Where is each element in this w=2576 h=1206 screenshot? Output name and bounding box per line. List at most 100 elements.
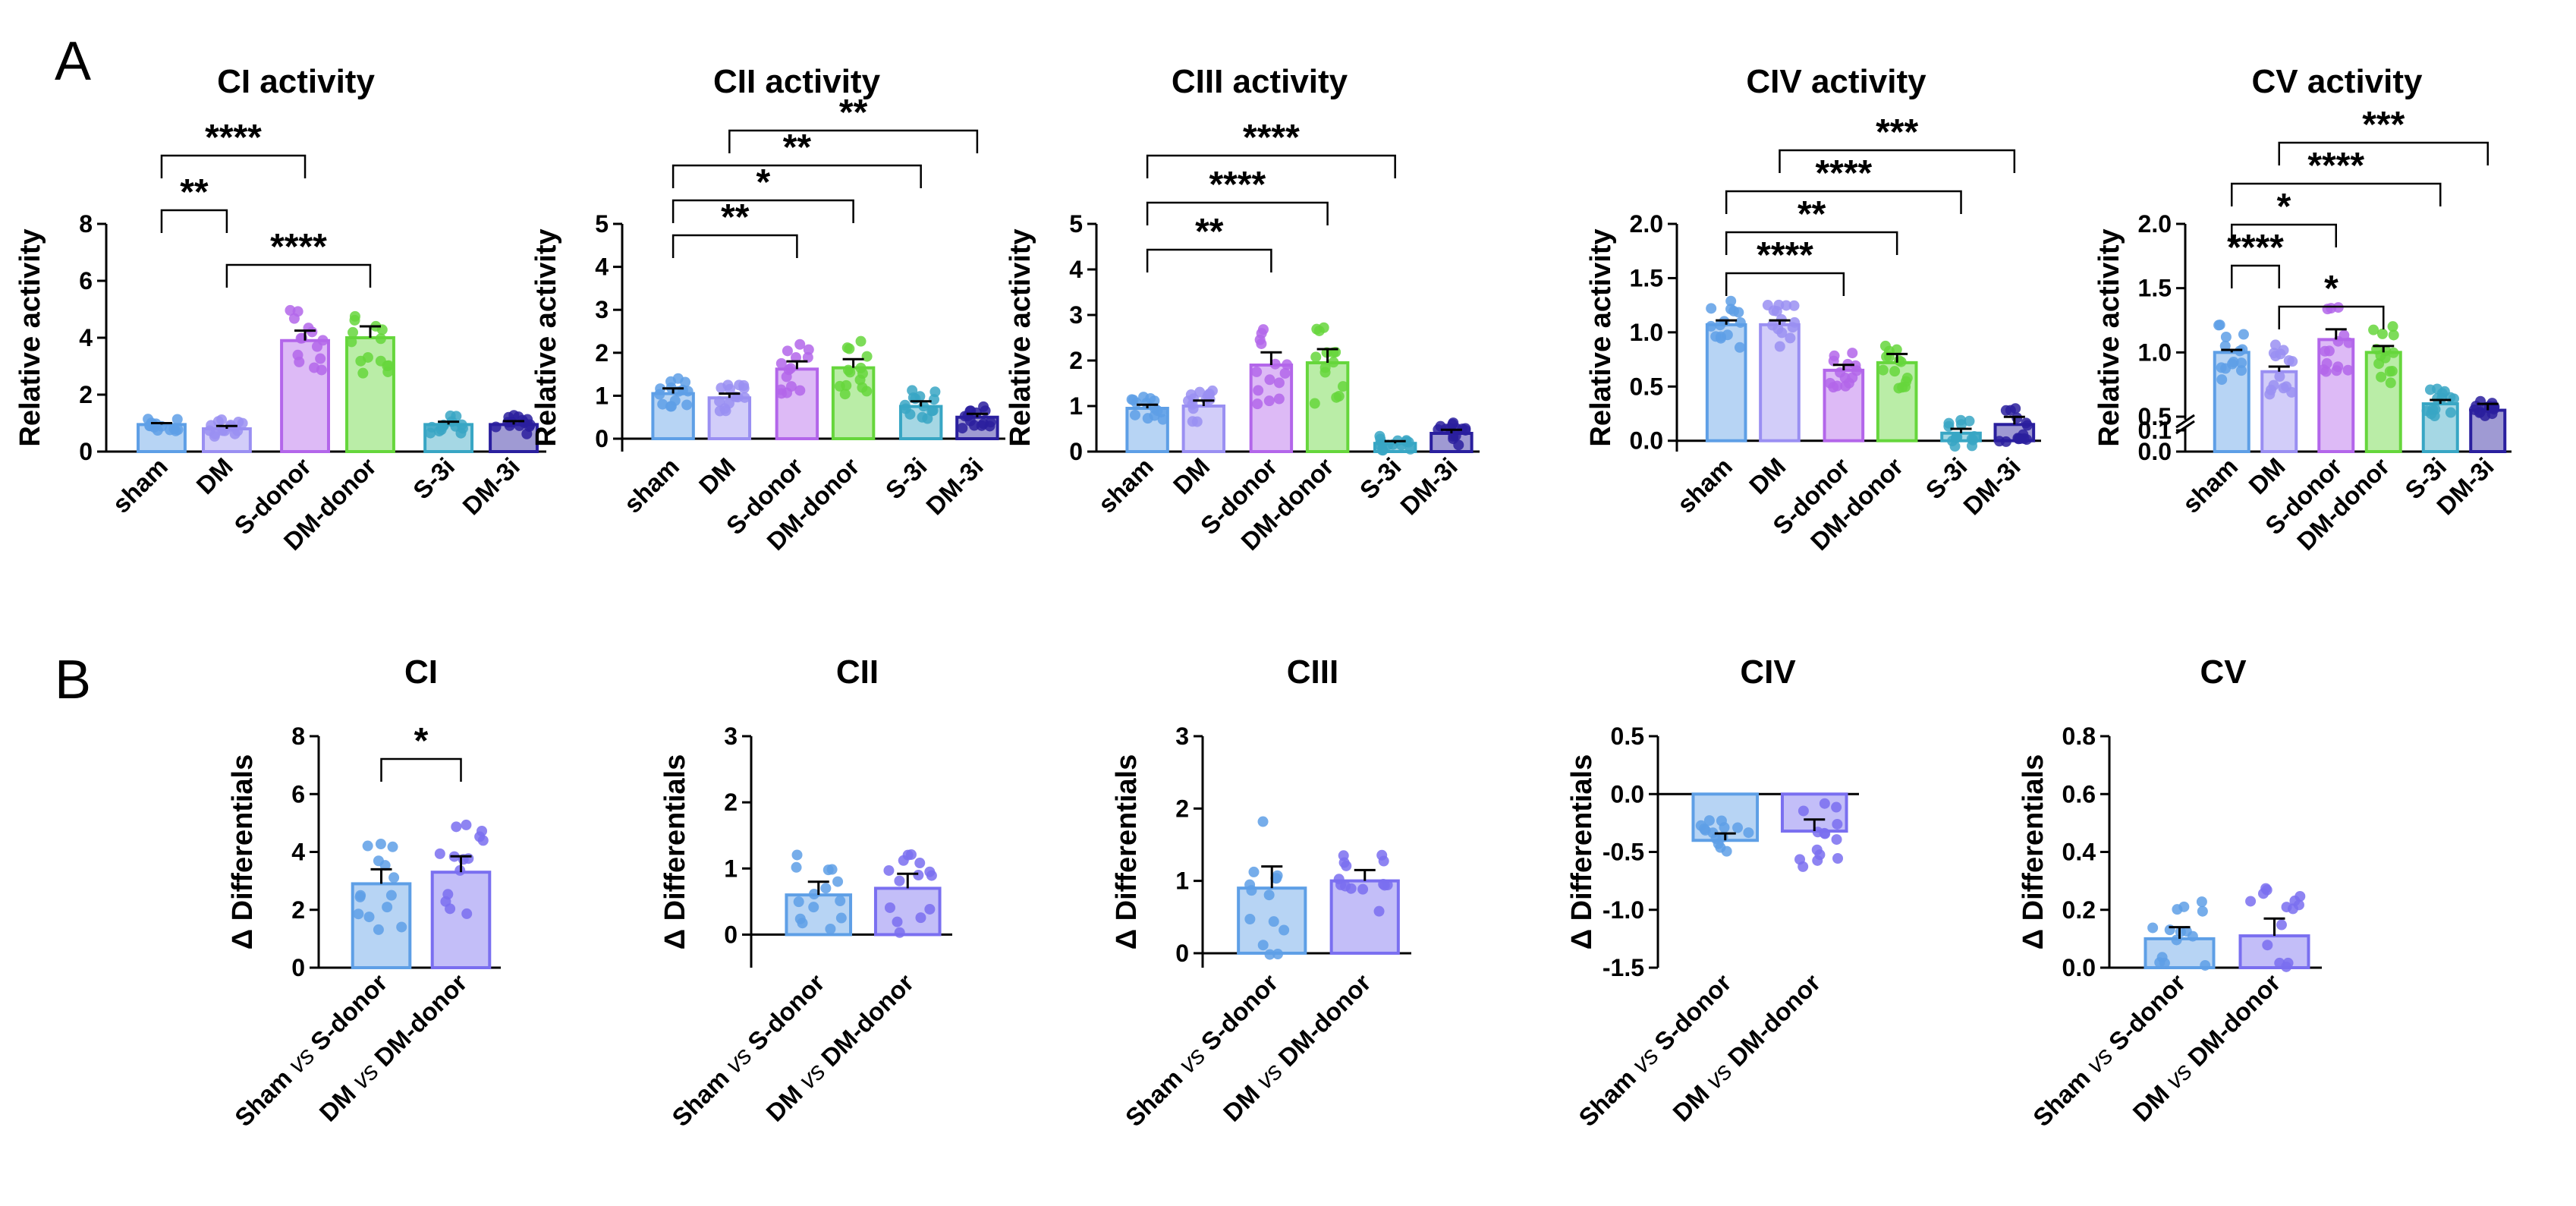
y-tick-label: 1 [595, 382, 609, 409]
y-tick-label: 1.0 [1630, 319, 1663, 346]
data-point [387, 841, 398, 852]
bar [1181, 405, 1226, 453]
x-tick-label-a: Sham [2027, 1059, 2100, 1132]
data-point [2216, 374, 2228, 386]
x-tick-label: sham [618, 452, 684, 518]
data-point [915, 912, 926, 924]
data-point [311, 341, 322, 352]
data-point [1282, 359, 1293, 370]
chart-title: CIII [1287, 653, 1338, 691]
data-point [1310, 351, 1322, 363]
y-tick-label: 4 [291, 839, 305, 866]
data-point [2283, 355, 2294, 367]
y-axis-label: Δ Differentials [2018, 754, 2049, 949]
data-point [2228, 357, 2239, 368]
significance-label: **** [1209, 165, 1266, 205]
data-point [1448, 417, 1459, 429]
data-point [1264, 949, 1275, 960]
data-point [1949, 441, 1961, 452]
data-point [1798, 805, 1809, 817]
significance-label: ** [783, 128, 812, 168]
y-tick-label: 6 [291, 780, 305, 808]
data-point [802, 351, 813, 363]
significance-label: ** [1798, 194, 1826, 235]
data-point [2237, 344, 2248, 355]
y-tick-label: 1.5 [1630, 264, 1663, 291]
data-point [2278, 383, 2289, 394]
data-point [1279, 924, 1290, 936]
data-point [964, 415, 976, 427]
y-tick-label: 0 [595, 425, 609, 452]
data-point [2427, 404, 2439, 415]
data-point [1379, 880, 1390, 891]
data-point [2257, 888, 2269, 899]
data-point [791, 861, 802, 873]
data-point [1705, 320, 1716, 332]
data-point [1357, 883, 1369, 895]
data-point [775, 384, 787, 395]
y-tick-label: 2 [595, 339, 609, 367]
data-point [1877, 364, 1889, 376]
y-tick-label: 5 [1069, 210, 1083, 238]
x-tick-label: DM [1168, 452, 1215, 499]
data-point [841, 342, 853, 354]
chart-title: CIV activity [1746, 63, 1926, 100]
data-point [1448, 433, 1459, 445]
data-point [894, 927, 905, 938]
x-tick-label: DM [190, 452, 237, 499]
data-point [2274, 371, 2285, 383]
data-point [1788, 300, 1800, 311]
data-point [1794, 854, 1806, 865]
data-point [2000, 436, 2011, 447]
data-point [2200, 959, 2211, 971]
data-point [794, 338, 806, 350]
significance-bracket [225, 263, 372, 288]
data-point [171, 414, 183, 425]
data-point [2236, 365, 2247, 376]
y-tick-label: 0.0 [2138, 438, 2172, 465]
data-point [2388, 347, 2399, 358]
data-point [2265, 384, 2276, 395]
y-axis-label: Relative activity [1005, 228, 1036, 446]
data-point [2262, 940, 2273, 951]
data-point [2388, 329, 2399, 341]
x-tick-label-a: Sham [1573, 1059, 1646, 1132]
data-point [2213, 320, 2225, 331]
data-point [1951, 432, 1962, 443]
data-point [716, 383, 727, 394]
x-tick-label: DM [1744, 452, 1791, 499]
x-tick-label-a: Sham [1120, 1059, 1193, 1132]
panel-b-letter: B [55, 650, 91, 710]
x-tick-label: DM-3i [1395, 452, 1463, 521]
data-point [1395, 439, 1407, 451]
data-point [2236, 357, 2247, 369]
data-point [1433, 424, 1444, 436]
data-point [1263, 395, 1275, 407]
data-point [1378, 855, 1389, 867]
data-point [832, 876, 844, 887]
y-tick-label: 2 [724, 789, 738, 816]
data-point [363, 912, 375, 923]
data-point [375, 838, 386, 849]
data-point [842, 364, 854, 376]
data-point [1772, 323, 1784, 335]
data-point [1191, 416, 1203, 427]
y-tick-label: 5 [595, 210, 609, 238]
y-tick-label: 0.5 [1630, 373, 1663, 400]
data-point [2281, 902, 2292, 913]
x-tick-label: sham [107, 452, 173, 518]
y-tick-label: 2 [291, 896, 305, 924]
data-point [1328, 357, 1339, 368]
significance-label: * [756, 162, 771, 203]
data-point [808, 889, 819, 900]
y-tick-label: 1 [1175, 868, 1189, 895]
data-point [1319, 367, 1331, 378]
y-tick-label: 1 [724, 855, 738, 882]
data-point [855, 335, 867, 347]
data-point [681, 399, 693, 411]
data-point [1271, 873, 1282, 884]
data-point [354, 891, 366, 902]
significance-label: **** [1243, 118, 1300, 158]
